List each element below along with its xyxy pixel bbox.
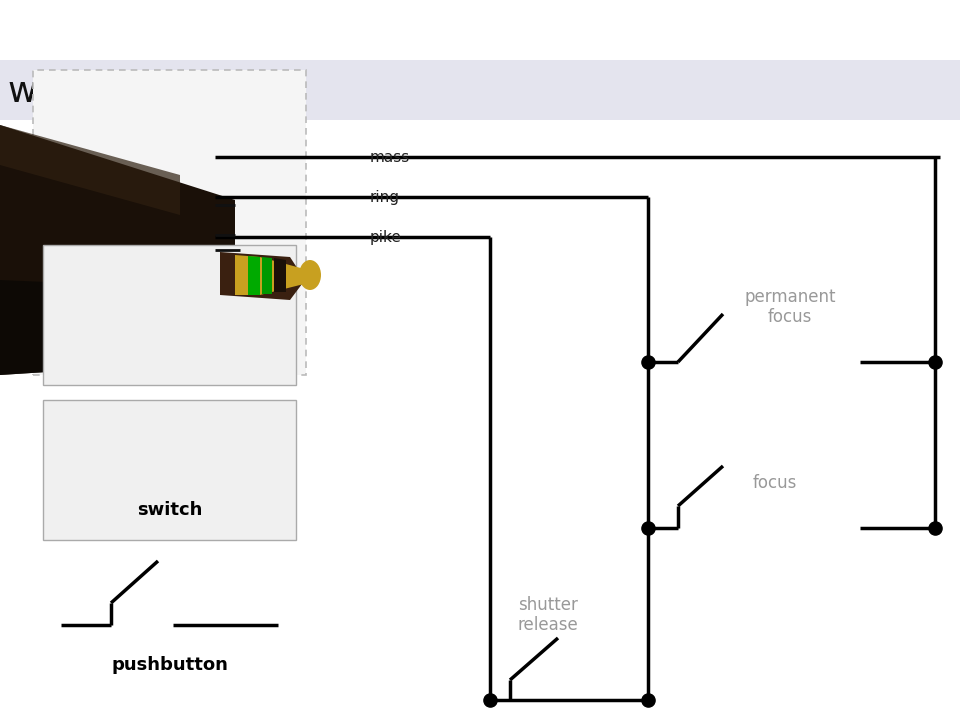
Text: pushbutton: pushbutton xyxy=(111,656,228,674)
Text: pike: pike xyxy=(370,230,402,245)
FancyBboxPatch shape xyxy=(33,70,306,375)
Text: ring: ring xyxy=(370,189,400,204)
Polygon shape xyxy=(0,280,235,375)
Point xyxy=(640,356,656,368)
Polygon shape xyxy=(248,256,260,295)
Text: wiring plan:: wiring plan: xyxy=(8,75,220,109)
Point xyxy=(640,522,656,534)
Bar xyxy=(0,60,960,120)
Polygon shape xyxy=(274,258,286,292)
Polygon shape xyxy=(262,257,272,294)
Point xyxy=(482,694,497,706)
Text: mass: mass xyxy=(370,150,410,164)
Text: permanent
focus: permanent focus xyxy=(744,287,836,326)
Text: switch: switch xyxy=(137,501,203,519)
Text: focus: focus xyxy=(753,474,797,492)
Point xyxy=(927,522,943,534)
Text: shutter
release: shutter release xyxy=(517,595,578,634)
Point xyxy=(640,694,656,706)
Polygon shape xyxy=(220,252,305,300)
FancyBboxPatch shape xyxy=(43,400,296,540)
Polygon shape xyxy=(0,125,235,375)
Point xyxy=(927,356,943,368)
Polygon shape xyxy=(0,125,180,215)
Polygon shape xyxy=(235,255,316,295)
Ellipse shape xyxy=(299,260,321,290)
FancyBboxPatch shape xyxy=(43,245,296,385)
